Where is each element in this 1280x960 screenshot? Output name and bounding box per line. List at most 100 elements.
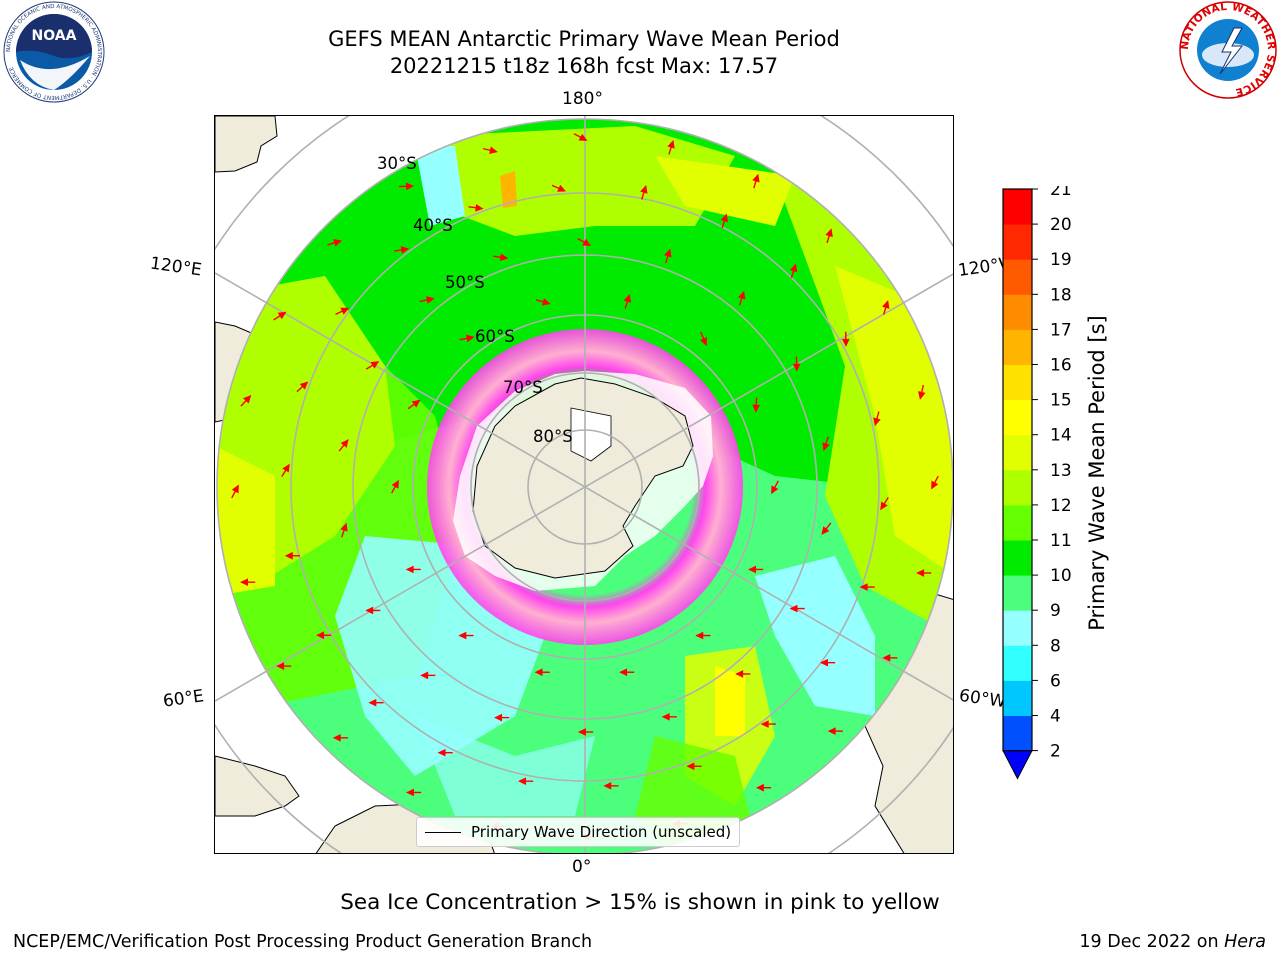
wave-direction-arrowhead [640,185,648,194]
wave-direction-arrowhead [664,248,672,258]
wave-direction-arrowhead [667,139,675,149]
wave-direction-arrowhead [792,363,801,372]
colorbar-segment [1003,294,1032,330]
lon-label-180: 180° [562,89,603,109]
wave-direction-arrowhead [695,631,704,640]
colorbar-segment [1003,224,1032,260]
wave-direction-arrowhead [365,606,374,615]
colorbar-tick-label: 15 [1050,391,1072,411]
wave-direction-arrowhead [557,184,566,192]
chart-subtitle: 20221215 t18z 168h fcst Max: 17.57 [389,54,779,78]
wave-direction-arrowhead [577,728,586,736]
wave-direction-arrowhead [333,239,342,247]
wave-direction-arrowhead [284,551,293,560]
colorbar-tick-label: 6 [1050,671,1061,691]
wave-direction-arrowhead [880,501,888,511]
wave-direction-arrowhead [541,298,551,306]
wave-direction-arrowhead [623,293,632,303]
wave-direction-arrowhead [458,631,467,640]
wave-direction-arrowhead [316,631,324,640]
colorbar-label: Primary Wave Mean Period [s] [1085,315,1109,631]
wave-direction-arrowhead [437,748,446,757]
wave-direction-arrowhead [243,395,252,404]
lon-label-120e: 120°E [148,253,203,281]
wave-direction-arrowhead [789,263,798,273]
wave-direction-arrowhead [582,238,592,246]
colorbar-segment [1003,680,1032,716]
wave-direction-arrowhead [420,671,429,680]
wave-direction-arrowhead [752,404,761,413]
wave-direction-arrowhead [231,484,239,494]
colorbar-segment [1003,399,1032,436]
wave-direction-arrowhead [699,337,708,346]
colorbar-segment [1003,364,1032,401]
wave-direction-arrowhead [931,480,939,490]
wave-direction-arrowhead [821,526,830,535]
wave-direction-arrowhead [534,668,543,677]
colorbar-tick-label: 14 [1050,426,1072,446]
wave-direction-arrowhead [873,417,881,427]
lon-label-0: 0° [572,857,592,877]
colorbar-tick-label: 10 [1050,566,1072,586]
chart-title: GEFS MEAN Antarctic Primary Wave Mean Pe… [328,27,840,51]
colorbar-tick-label: 20 [1050,215,1072,235]
noaa-logo-text: NOAA [32,28,77,44]
colorbar-tick-label: 4 [1050,707,1061,727]
colorbar-segment [1003,540,1032,576]
colorbar-segment [1003,645,1032,681]
wave-direction-arrowhead [735,670,744,678]
colorbar-tick-label: 16 [1050,356,1072,376]
wave-direction-arrowhead [827,727,836,735]
wave-direction-arrowhead [822,442,830,452]
wave-direction-arrowhead [738,290,746,300]
wave-direction-arrowhead [578,133,588,141]
colorbar-tick-label: 21 [1050,186,1072,200]
wave-direction-arrowhead [603,781,612,790]
wave-direction-arrowhead [771,485,779,495]
wave-direction-arrowhead [340,522,348,532]
wave-direction-arrowhead [277,311,287,320]
wave-direction-arrowhead [499,253,509,261]
wave-direction-arrowhead [340,307,350,315]
colorbar-segment [1003,329,1032,365]
lat-label-40s: 40°S [413,216,453,235]
wave-direction-arrowhead [518,777,527,786]
wave-direction-arrowhead [368,698,377,707]
lat-label-70s: 70°S [503,378,543,397]
map-panel: 30°S 40°S 50°S 60°S 70°S 80°S [214,115,954,854]
wave-direction-arrowhead [686,762,695,771]
lat-label-30s: 30°S [377,154,417,173]
legend-label: Primary Wave Direction (unscaled) [471,823,732,841]
wave-direction-arrowhead [340,439,349,448]
wave-direction-arrowhead [370,361,380,369]
wave-direction-arrowhead [332,733,341,742]
wave-direction-arrowhead [489,146,498,154]
footer-date: 19 Dec 2022 on Hera [1079,932,1266,952]
wave-direction-arrowhead [720,213,729,223]
wave-direction-arrowhead [789,604,798,613]
map-legend: Primary Wave Direction (unscaled) [416,817,741,847]
wave-direction-arrowhead [276,662,285,670]
wave-direction-arrowhead [661,713,670,721]
wave-direction-arrowhead [405,565,414,574]
wave-direction-arrowhead [859,583,868,591]
sea-ice-caption: Sea Ice Concentration > 15% is shown in … [340,890,940,915]
colorbar-segment [1003,259,1032,295]
colorbar-segment [1003,504,1032,541]
lat-label-50s: 50°S [445,273,485,292]
wave-direction-arrowhead [918,391,926,400]
colorbar-segment [1003,469,1032,506]
polar-map: 30°S 40°S 50°S 60°S 70°S 80°S [215,116,953,853]
wave-direction-arrowhead [825,228,833,238]
wave-direction-arrowhead [391,479,399,489]
colorbar-tick-label: 8 [1050,636,1061,656]
colorbar-tick-label: 13 [1050,461,1072,481]
wave-direction-arrowhead [748,565,756,574]
colorbar-tick-label: 2 [1050,742,1061,762]
nws-logo: NATIONAL WEATHER SERVICE [1176,0,1280,104]
wave-direction-arrowhead [820,658,828,667]
colorbar: 2 4 6 8 9 10 11 12 13 14 15 16 17 18 19 20 21 [1000,180,1120,786]
footer-credit: NCEP/EMC/Verification Post Processing Pr… [13,932,593,952]
wave-direction-arrowhead [400,246,410,254]
colorbar-tick-label: 12 [1050,496,1072,516]
